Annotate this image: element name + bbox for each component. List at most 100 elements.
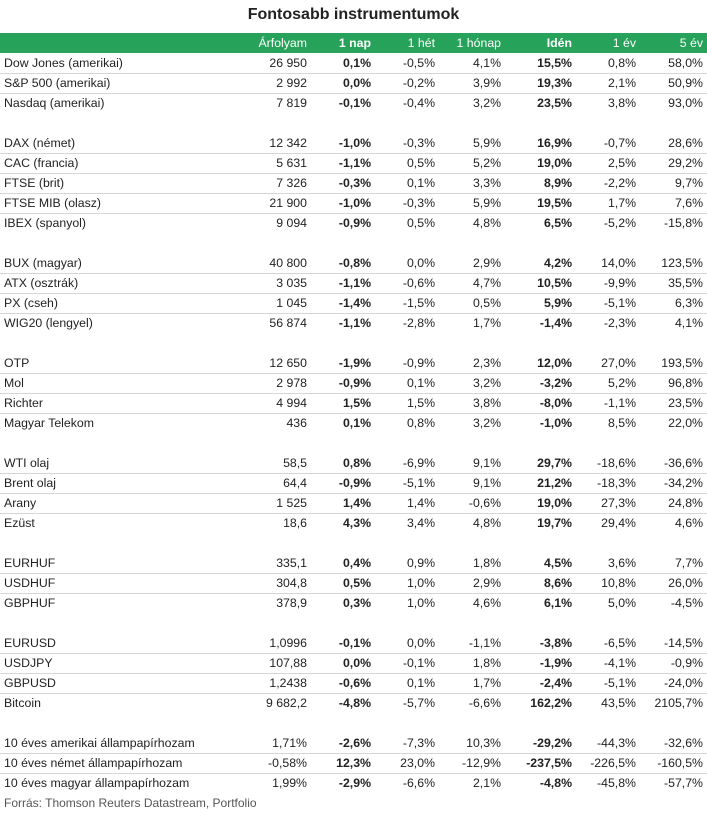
change-1-year: -6,5% (576, 633, 640, 654)
instrument-name: Mol (0, 373, 236, 394)
change-1-day: -0,6% (311, 673, 375, 694)
change-1-week: 0,1% (375, 373, 439, 394)
change-1-day: 0,0% (311, 653, 375, 674)
instrument-name: GBPUSD (0, 673, 236, 694)
change-1-day: 0,1% (342, 416, 371, 431)
table-row: FTSE (brit) 7 326 -0,3% 0,1% 3,3% 8,9% -2,2% 9,… (0, 173, 707, 194)
change-1-year: -44,3% (576, 733, 640, 754)
table-row: USDHUF 304,8 0,5% 1,0% 2,9% 8,6% 10,8% 26,0% (0, 573, 707, 594)
change-1-year: 5,2% (576, 373, 640, 394)
change-1-day: -0,1% (311, 633, 375, 654)
table-row: BUX (magyar) 40 800 -0,8% 0,0% 2,9% 4,2% 14,0%… (0, 253, 707, 274)
change-5-year: 7,7% (640, 553, 707, 574)
table-row: USDJPY 107,88 0,0% -0,1% 1,8% -1,9% -4,1% -0,9% (0, 653, 707, 674)
table-body: Dow Jones (amerikai) 26 950 0,1% -0,5% 4,1% 1… (0, 53, 707, 793)
change-ytd: 6,5% (543, 216, 572, 231)
header-5-year: 5 év (679, 36, 703, 50)
instrument-name: GBPHUF (4, 596, 56, 611)
change-1-week: 0,0% (375, 633, 439, 654)
change-1-week: -0,3% (375, 133, 439, 154)
change-ytd: -1,9% (505, 653, 576, 674)
change-1-week: 0,1% (375, 673, 439, 694)
table-row: Mol 2 978 -0,9% 0,1% 3,2% -3,2% 5,2% 96,8% (0, 373, 707, 394)
change-ytd: -2,4% (505, 673, 576, 694)
change-ytd: -29,2% (505, 733, 576, 754)
price: -0,58% (236, 753, 311, 774)
change-1-month: 2,9% (439, 253, 505, 274)
change-5-year: -4,5% (670, 596, 703, 611)
change-1-week: 1,0% (406, 596, 435, 611)
change-ytd: 19,0% (505, 493, 576, 514)
table-row: Magyar Telekom 436 0,1% 0,8% 3,2% -1,0% 8,5% 22… (0, 413, 707, 433)
table-row: Arany 1 525 1,4% 1,4% -0,6% 19,0% 27,3% 24,8% (0, 493, 707, 514)
price: 1,2438 (236, 673, 311, 694)
change-1-year: 2,5% (576, 153, 640, 174)
price: 1,71% (236, 733, 311, 754)
change-ytd: 12,0% (505, 353, 576, 374)
instrument-name: CAC (francia) (0, 153, 236, 174)
instrument-name: DAX (német) (0, 133, 236, 154)
instrument-name: Bitcoin (4, 696, 41, 711)
change-1-day: -2,9% (338, 776, 371, 791)
price: 107,88 (236, 653, 311, 674)
instrument-name: Richter (0, 393, 236, 414)
change-5-year: 123,5% (640, 253, 707, 274)
change-5-year: 58,0% (640, 53, 707, 74)
change-5-year: 26,0% (640, 573, 707, 594)
price: 378,9 (276, 596, 307, 611)
change-1-month: 10,3% (439, 733, 505, 754)
change-ytd: -4,8% (539, 776, 572, 791)
change-1-week: -0,2% (375, 73, 439, 94)
change-5-year: 9,7% (640, 173, 707, 194)
instrument-name: USDHUF (0, 573, 236, 594)
change-5-year: -34,2% (640, 473, 707, 494)
change-1-year: 27,3% (576, 493, 640, 514)
change-1-year: -45,8% (597, 776, 636, 791)
change-5-year: 35,5% (640, 273, 707, 294)
change-1-day: -0,9% (311, 473, 375, 494)
change-ytd: 19,3% (505, 73, 576, 94)
change-ytd: -1,4% (539, 316, 572, 331)
change-1-day: -0,3% (311, 173, 375, 194)
table-row: Nasdaq (amerikai) 7 819 -0,1% -0,4% 3,2% 23,5… (0, 93, 707, 113)
change-1-week: 1,5% (375, 393, 439, 414)
table-row: PX (cseh) 1 045 -1,4% -1,5% 0,5% 5,9% -5,1% 6,3… (0, 293, 707, 314)
change-1-day: -0,8% (311, 253, 375, 274)
price: 18,6 (283, 516, 307, 531)
change-1-week: 1,0% (375, 573, 439, 594)
price: 12 342 (236, 133, 311, 154)
change-ytd: -8,0% (505, 393, 576, 414)
change-5-year: 4,1% (674, 316, 703, 331)
group-spacer (0, 433, 707, 453)
change-1-week: -7,3% (375, 733, 439, 754)
change-1-week: -0,9% (375, 353, 439, 374)
change-1-month: -6,6% (468, 696, 501, 711)
group-spacer (0, 613, 707, 633)
header-price: Árfolyam (258, 36, 307, 50)
instrument-name: IBEX (spanyol) (4, 216, 87, 231)
change-1-year: 5,0% (607, 596, 636, 611)
change-ytd: 16,9% (505, 133, 576, 154)
group-spacer (0, 713, 707, 733)
table-row: IBEX (spanyol) 9 094 -0,9% 0,5% 4,8% 6,5% -5,2… (0, 213, 707, 233)
instrument-name: Dow Jones (amerikai) (0, 53, 236, 74)
instrument-name: Arany (0, 493, 236, 514)
change-ytd: 19,5% (505, 193, 576, 214)
instrument-name: FTSE MIB (olasz) (0, 193, 236, 214)
change-1-year: -18,6% (576, 453, 640, 474)
table-row: OTP 12 650 -1,9% -0,9% 2,3% 12,0% 27,0% 193,5% (0, 353, 707, 374)
group-spacer (0, 233, 707, 253)
instrument-name: 10 éves amerikai állampapírhozam (0, 733, 236, 754)
change-1-week: -5,7% (402, 696, 435, 711)
change-5-year: -36,6% (640, 453, 707, 474)
change-1-month: 2,9% (439, 573, 505, 594)
change-1-year: 3,6% (576, 553, 640, 574)
source-note: Forrás: Thomson Reuters Datastream, Port… (4, 796, 257, 810)
change-5-year: -57,7% (664, 776, 703, 791)
change-1-year: 14,0% (576, 253, 640, 274)
change-5-year: 2105,7% (654, 696, 703, 711)
instrument-name: Magyar Telekom (4, 416, 94, 431)
change-1-week: 3,4% (406, 516, 435, 531)
change-1-month: 3,9% (439, 73, 505, 94)
price: 64,4 (236, 473, 311, 494)
